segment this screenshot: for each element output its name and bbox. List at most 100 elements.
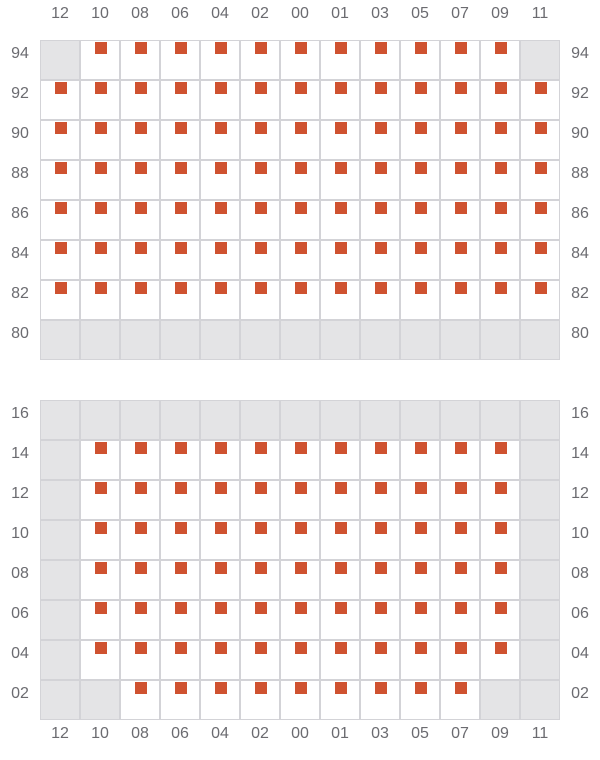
grid-cell-marked[interactable] bbox=[160, 440, 200, 480]
grid-cell-marked[interactable] bbox=[40, 200, 80, 240]
grid-cell-marked[interactable] bbox=[280, 480, 320, 520]
grid-cell-marked[interactable] bbox=[320, 40, 360, 80]
grid-cell-marked[interactable] bbox=[200, 160, 240, 200]
grid-cell-marked[interactable] bbox=[80, 280, 120, 320]
grid-cell-marked[interactable] bbox=[440, 600, 480, 640]
grid-cell-marked[interactable] bbox=[360, 280, 400, 320]
grid-cell-marked[interactable] bbox=[40, 160, 80, 200]
grid-cell-marked[interactable] bbox=[200, 480, 240, 520]
grid-cell-marked[interactable] bbox=[80, 80, 120, 120]
grid-cell-marked[interactable] bbox=[280, 80, 320, 120]
grid-cell-marked[interactable] bbox=[520, 200, 560, 240]
grid-cell-marked[interactable] bbox=[280, 40, 320, 80]
grid-cell-marked[interactable] bbox=[480, 520, 520, 560]
grid-cell-marked[interactable] bbox=[240, 280, 280, 320]
grid-cell-marked[interactable] bbox=[320, 440, 360, 480]
grid-cell-marked[interactable] bbox=[280, 560, 320, 600]
grid-cell-marked[interactable] bbox=[80, 480, 120, 520]
grid-cell-marked[interactable] bbox=[200, 680, 240, 720]
grid-cell-marked[interactable] bbox=[80, 600, 120, 640]
grid-cell-marked[interactable] bbox=[360, 80, 400, 120]
grid-cell-marked[interactable] bbox=[440, 440, 480, 480]
grid-cell-marked[interactable] bbox=[320, 120, 360, 160]
grid-cell-marked[interactable] bbox=[200, 120, 240, 160]
grid-cell-marked[interactable] bbox=[320, 160, 360, 200]
grid-cell-marked[interactable] bbox=[120, 600, 160, 640]
grid-cell-marked[interactable] bbox=[480, 480, 520, 520]
grid-cell-marked[interactable] bbox=[120, 240, 160, 280]
grid-cell-marked[interactable] bbox=[320, 520, 360, 560]
grid-cell-marked[interactable] bbox=[40, 120, 80, 160]
grid-cell-marked[interactable] bbox=[400, 560, 440, 600]
grid-cell-marked[interactable] bbox=[320, 560, 360, 600]
grid-cell-marked[interactable] bbox=[160, 240, 200, 280]
grid-cell-marked[interactable] bbox=[320, 600, 360, 640]
grid-cell-marked[interactable] bbox=[480, 280, 520, 320]
grid-cell-marked[interactable] bbox=[480, 640, 520, 680]
grid-cell-marked[interactable] bbox=[160, 160, 200, 200]
grid-cell-marked[interactable] bbox=[200, 280, 240, 320]
grid-cell-marked[interactable] bbox=[80, 120, 120, 160]
grid-cell-marked[interactable] bbox=[120, 40, 160, 80]
grid-cell-marked[interactable] bbox=[400, 280, 440, 320]
grid-cell-marked[interactable] bbox=[360, 440, 400, 480]
grid-cell-marked[interactable] bbox=[80, 560, 120, 600]
grid-cell-marked[interactable] bbox=[120, 520, 160, 560]
grid-cell-marked[interactable] bbox=[280, 160, 320, 200]
grid-cell-marked[interactable] bbox=[160, 480, 200, 520]
grid-cell-marked[interactable] bbox=[360, 120, 400, 160]
grid-cell-marked[interactable] bbox=[280, 640, 320, 680]
grid-cell-marked[interactable] bbox=[200, 240, 240, 280]
grid-cell-marked[interactable] bbox=[480, 560, 520, 600]
grid-cell-marked[interactable] bbox=[280, 120, 320, 160]
grid-cell-marked[interactable] bbox=[480, 600, 520, 640]
grid-cell-marked[interactable] bbox=[440, 520, 480, 560]
grid-cell-marked[interactable] bbox=[440, 200, 480, 240]
grid-cell-marked[interactable] bbox=[320, 480, 360, 520]
grid-cell-marked[interactable] bbox=[320, 680, 360, 720]
grid-cell-marked[interactable] bbox=[200, 520, 240, 560]
grid-cell-marked[interactable] bbox=[320, 640, 360, 680]
grid-cell-marked[interactable] bbox=[400, 120, 440, 160]
grid-cell-marked[interactable] bbox=[520, 280, 560, 320]
grid-cell-marked[interactable] bbox=[120, 680, 160, 720]
grid-cell-marked[interactable] bbox=[400, 440, 440, 480]
grid-cell-marked[interactable] bbox=[160, 80, 200, 120]
grid-cell-marked[interactable] bbox=[200, 40, 240, 80]
grid-cell-marked[interactable] bbox=[120, 560, 160, 600]
grid-cell-marked[interactable] bbox=[440, 240, 480, 280]
grid-cell-marked[interactable] bbox=[520, 240, 560, 280]
grid-cell-marked[interactable] bbox=[440, 560, 480, 600]
grid-cell-marked[interactable] bbox=[480, 120, 520, 160]
grid-cell-marked[interactable] bbox=[480, 80, 520, 120]
grid-cell-marked[interactable] bbox=[440, 80, 480, 120]
grid-cell-marked[interactable] bbox=[400, 240, 440, 280]
grid-cell-marked[interactable] bbox=[440, 120, 480, 160]
grid-cell-marked[interactable] bbox=[480, 200, 520, 240]
grid-cell-marked[interactable] bbox=[400, 640, 440, 680]
grid-cell-marked[interactable] bbox=[360, 160, 400, 200]
grid-cell-marked[interactable] bbox=[160, 560, 200, 600]
grid-cell-marked[interactable] bbox=[80, 40, 120, 80]
grid-cell-marked[interactable] bbox=[200, 200, 240, 240]
grid-cell-marked[interactable] bbox=[120, 440, 160, 480]
grid-cell-marked[interactable] bbox=[280, 200, 320, 240]
grid-cell-marked[interactable] bbox=[360, 520, 400, 560]
grid-cell-marked[interactable] bbox=[360, 40, 400, 80]
grid-cell-marked[interactable] bbox=[400, 40, 440, 80]
grid-cell-marked[interactable] bbox=[320, 80, 360, 120]
grid-cell-marked[interactable] bbox=[240, 600, 280, 640]
grid-cell-marked[interactable] bbox=[120, 80, 160, 120]
grid-cell-marked[interactable] bbox=[520, 120, 560, 160]
grid-cell-marked[interactable] bbox=[400, 600, 440, 640]
grid-cell-marked[interactable] bbox=[80, 160, 120, 200]
grid-cell-marked[interactable] bbox=[80, 200, 120, 240]
grid-cell-marked[interactable] bbox=[440, 480, 480, 520]
grid-cell-marked[interactable] bbox=[320, 200, 360, 240]
grid-cell-marked[interactable] bbox=[80, 440, 120, 480]
grid-cell-marked[interactable] bbox=[240, 240, 280, 280]
grid-cell-marked[interactable] bbox=[400, 80, 440, 120]
grid-cell-marked[interactable] bbox=[120, 280, 160, 320]
grid-cell-marked[interactable] bbox=[440, 280, 480, 320]
grid-cell-marked[interactable] bbox=[280, 520, 320, 560]
